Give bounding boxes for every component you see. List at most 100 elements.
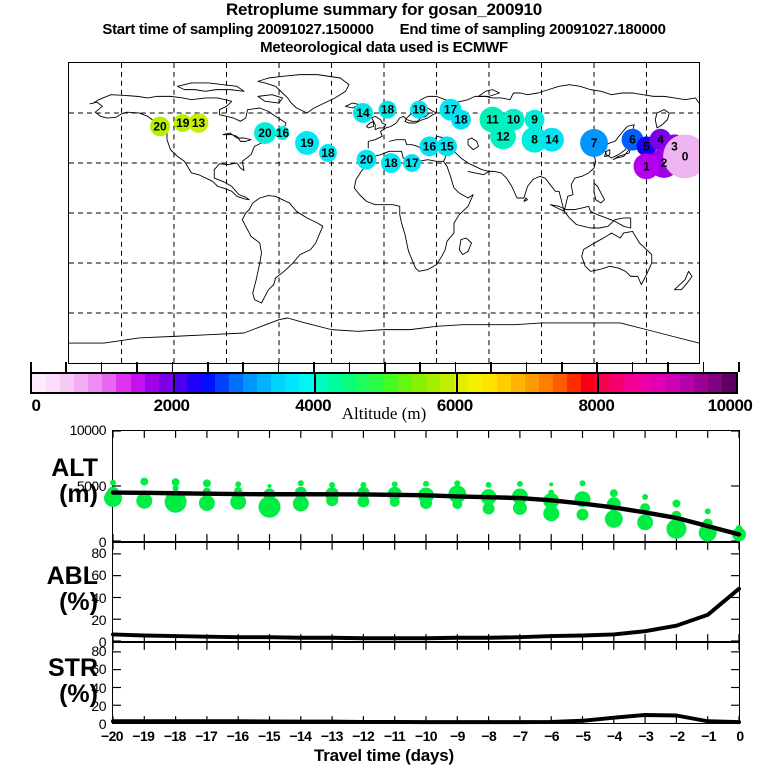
page-title: Retroplume summary for gosan_200910: [225, 0, 543, 19]
colorbar-segment: [313, 374, 328, 392]
coastline-path: [593, 182, 605, 204]
colorbar-segment: [186, 374, 201, 392]
coastline-path: [257, 74, 350, 114]
str-x-ticks: [112, 643, 740, 723]
plume-cluster-marker: [450, 109, 471, 130]
plume-cluster-label: 19: [176, 116, 190, 130]
x-tick-label: 0: [736, 728, 744, 744]
abl-x-ticks: [112, 543, 740, 641]
colorbar-tick-label: 10000: [707, 396, 753, 415]
colorbar-segment: [285, 374, 300, 392]
alt-scatter-point: [198, 495, 215, 511]
alt-scatter-point: [267, 484, 272, 488]
alt-scatter-point: [292, 495, 309, 512]
str-axis-label-line2: (%): [59, 680, 98, 709]
x-tick-label: −10: [415, 728, 438, 744]
plume-cluster-marker: [437, 136, 457, 157]
str-plot-panel: [111, 642, 741, 725]
plume-cluster-label: 6: [629, 133, 636, 147]
plume-cluster-label: 10: [507, 113, 521, 127]
alt-scatter-point: [543, 505, 560, 522]
abl-plot-panel: [111, 542, 741, 642]
alt-scatter-point: [549, 482, 554, 487]
abl-data-line: [111, 586, 741, 641]
plume-cluster-label: 18: [321, 146, 335, 160]
colorbar-tick: [738, 362, 740, 372]
colorbar-segment: [32, 374, 47, 392]
plume-cluster-marker: [524, 109, 545, 130]
abl-axis-label-line1: ABL: [46, 562, 98, 590]
x-tick-label: −1: [701, 728, 716, 744]
figure-header: Retroplume summary for gosan_200910 Star…: [0, 0, 768, 57]
alt-scatter-point: [329, 481, 336, 488]
plume-cluster-label: 17: [444, 103, 458, 117]
colorbar-segment: [693, 374, 708, 392]
alt-scatter-point: [604, 510, 623, 528]
coastline-path: [446, 150, 490, 172]
plume-cluster-label: 5: [643, 139, 650, 153]
met-data-label: Meteorological data used is ECMWF: [260, 39, 508, 56]
colorbar-segment: [665, 374, 680, 392]
x-tick-label: −5: [575, 728, 591, 744]
colorbar-segment: [566, 374, 582, 392]
colorbar-segment: [130, 374, 145, 392]
plume-cluster-label: 0: [682, 149, 689, 163]
alt-scatter-point: [235, 481, 242, 488]
x-tick-label: −19: [132, 728, 155, 744]
colorbar-segment: [721, 374, 736, 392]
colorbar-segment: [369, 374, 384, 392]
plume-cluster-marker: [521, 126, 548, 153]
alt-scatter-point: [420, 497, 432, 509]
colorbar-tick-label: 2000: [153, 396, 190, 415]
alt-axis-label-line2: (m): [59, 480, 98, 509]
alt-scatter-point: [110, 479, 116, 486]
alt-ytick-labels: 0 5000 10000: [44, 422, 107, 550]
plume-cluster-marker: [403, 154, 421, 172]
plume-cluster-label: 15: [440, 139, 454, 153]
x-tick-label: −15: [258, 728, 281, 744]
colorbar-tick: [207, 362, 209, 372]
colorbar-tick: [419, 362, 421, 372]
plume-cluster-label: 16: [423, 139, 437, 153]
alt-scatter-point: [423, 480, 429, 487]
y-tick-label: 5000: [76, 478, 107, 494]
colorbar-segment: [383, 374, 399, 392]
x-tick-label: −12: [352, 728, 375, 744]
travel-time-tick-labels: −20 −19 −18 −17 −16 −15 −14 −13 −12 −11 −10 −9 −8 −7−…: [101, 728, 744, 746]
plume-cluster-label: 1: [643, 159, 650, 173]
coastline-path: [523, 197, 528, 202]
colorbar-major-divider: [597, 374, 600, 392]
coastline-path: [549, 204, 632, 229]
plume-cluster-marker: [663, 134, 699, 179]
y-tick-label: 40: [91, 589, 106, 606]
plume-cluster-label: 2: [661, 156, 668, 170]
plume-cluster-marker: [490, 123, 516, 150]
colorbar-segment: [454, 374, 469, 392]
x-tick-label: −6: [544, 728, 559, 744]
y-tick-label: 0: [98, 534, 107, 550]
x-tick-label: −18: [163, 728, 187, 744]
alt-plot-panel: [104, 430, 746, 542]
colorbar-tick: [313, 362, 315, 372]
alt-scatter-point: [516, 480, 523, 487]
plume-cluster-marker: [378, 100, 397, 119]
coastline-path: [604, 149, 611, 157]
plume-cluster-marker: [150, 116, 170, 137]
plume-cluster-marker: [540, 127, 564, 152]
y-tick-label: 40: [91, 679, 106, 696]
world-map-panel: 20 19 13 20 16 19 18 20 18 14 18 19 17 18 16 15 17 11 10 12…: [68, 62, 700, 364]
plume-cluster-marker: [319, 144, 337, 162]
y-tick-label: 0: [98, 634, 107, 650]
colorbar-tick: [100, 362, 103, 372]
colorbar-segment: [74, 374, 89, 392]
colorbar-tick: [65, 362, 67, 372]
plume-cluster-marker: [633, 153, 660, 180]
plume-cluster-label: 4: [657, 133, 664, 147]
colorbar-segment: [144, 374, 159, 392]
colorbar-segment: [440, 374, 455, 392]
colorbar-tick-label: 8000: [578, 396, 615, 415]
colorbar-segment: [299, 374, 314, 392]
alt-scatter-point: [666, 519, 687, 539]
